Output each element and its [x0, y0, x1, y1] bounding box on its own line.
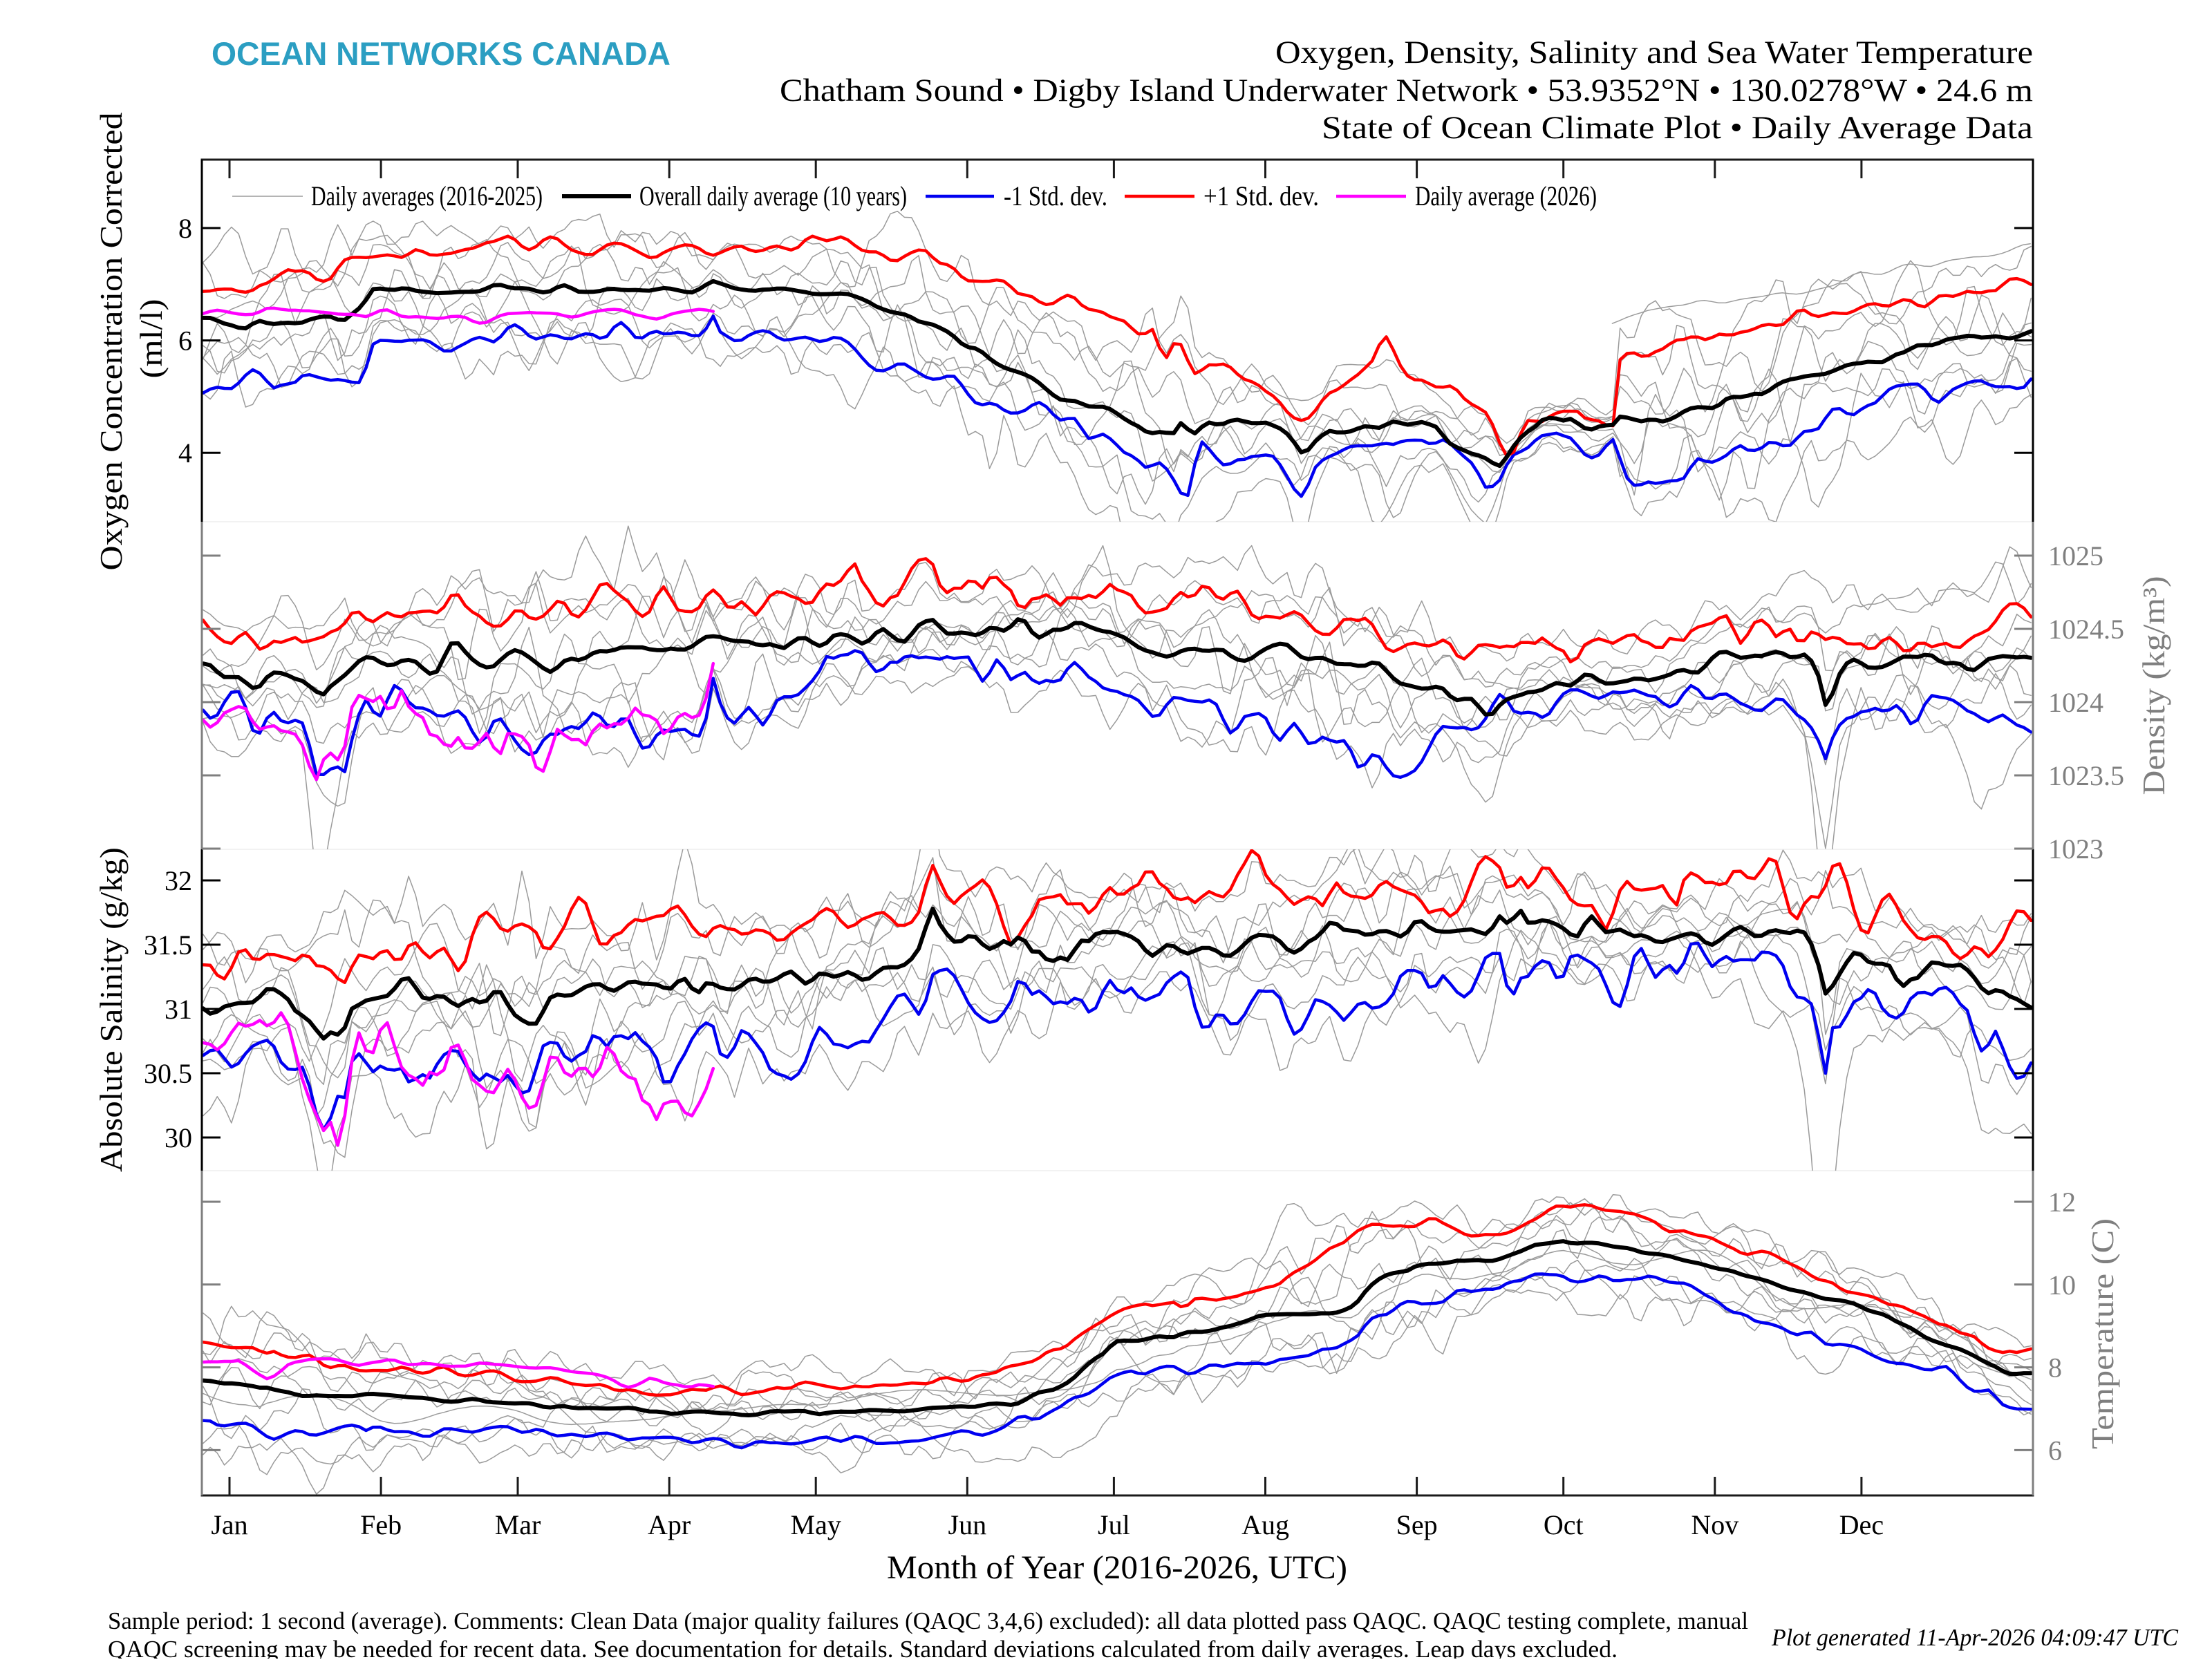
svg-text:8: 8 [178, 213, 192, 244]
svg-text:12: 12 [2048, 1187, 2076, 1218]
svg-text:Nov: Nov [1691, 1509, 1738, 1540]
svg-text:1025: 1025 [2048, 540, 2103, 572]
svg-text:30.5: 30.5 [144, 1058, 192, 1089]
svg-text:May: May [791, 1509, 841, 1540]
svg-text:(ml/l): (ml/l) [133, 299, 169, 379]
svg-text:OCEAN NETWORKS CANADA: OCEAN NETWORKS CANADA [212, 35, 671, 72]
svg-text:Feb: Feb [360, 1509, 402, 1540]
svg-text:31: 31 [165, 994, 192, 1025]
svg-text:1024: 1024 [2048, 687, 2103, 718]
svg-text:8: 8 [2048, 1352, 2062, 1384]
svg-text:Temperature (C): Temperature (C) [2085, 1218, 2120, 1449]
svg-text:Sep: Sep [1396, 1509, 1438, 1540]
svg-text:Mar: Mar [495, 1509, 541, 1540]
svg-text:Oxygen Concentration Corrected: Oxygen Concentration Corrected [93, 112, 129, 570]
svg-text:1024.5: 1024.5 [2048, 614, 2124, 645]
svg-text:Daily average (2026): Daily average (2026) [1415, 180, 1597, 211]
svg-text:-1 Std. dev.: -1 Std. dev. [1004, 180, 1107, 211]
svg-text:Jun: Jun [948, 1509, 987, 1540]
svg-text:Chatham Sound • Digby Island U: Chatham Sound • Digby Island Underwater … [780, 73, 2033, 108]
svg-text:4: 4 [178, 437, 192, 469]
svg-text:Oct: Oct [1544, 1509, 1584, 1540]
svg-text:30: 30 [165, 1122, 192, 1153]
svg-text:1023: 1023 [2048, 833, 2103, 865]
svg-text:31.5: 31.5 [144, 929, 192, 961]
svg-text:Plot generated 11-Apr-2026 04:: Plot generated 11-Apr-2026 04:09:47 UTC [1771, 1624, 2179, 1651]
svg-text:Jul: Jul [1098, 1509, 1130, 1540]
svg-text:Absolute Salinity (g/kg): Absolute Salinity (g/kg) [93, 847, 129, 1172]
svg-text:Daily averages (2016-2025): Daily averages (2016-2025) [311, 180, 543, 211]
svg-text:6: 6 [178, 325, 192, 357]
svg-text:Oxygen, Density, Salinity and: Oxygen, Density, Salinity and Sea Water … [1275, 35, 2033, 70]
svg-text:Overall daily average (10 year: Overall daily average (10 years) [639, 180, 907, 211]
svg-text:Dec: Dec [1839, 1509, 1884, 1540]
svg-text:1023.5: 1023.5 [2048, 760, 2124, 791]
svg-text:10: 10 [2048, 1269, 2076, 1301]
svg-text:Density (kg/m³): Density (kg/m³) [2136, 576, 2171, 795]
svg-text:6: 6 [2048, 1435, 2062, 1466]
svg-text:Jan: Jan [211, 1509, 247, 1540]
svg-text:32: 32 [165, 865, 192, 896]
svg-text:QAQC screening may be needed f: QAQC screening may be needed for recent … [108, 1636, 1618, 1659]
svg-text:Apr: Apr [648, 1509, 691, 1540]
svg-text:Month of Year (2016-2026, UTC): Month of Year (2016-2026, UTC) [887, 1549, 1347, 1586]
svg-text:Aug: Aug [1241, 1509, 1289, 1540]
svg-text:State of Ocean Climate Plot •: State of Ocean Climate Plot • Daily Aver… [1322, 110, 2033, 146]
svg-text:+1 Std. dev.: +1 Std. dev. [1203, 180, 1319, 211]
svg-text:Sample period: 1 second (avera: Sample period: 1 second (average). Comme… [108, 1607, 1748, 1634]
